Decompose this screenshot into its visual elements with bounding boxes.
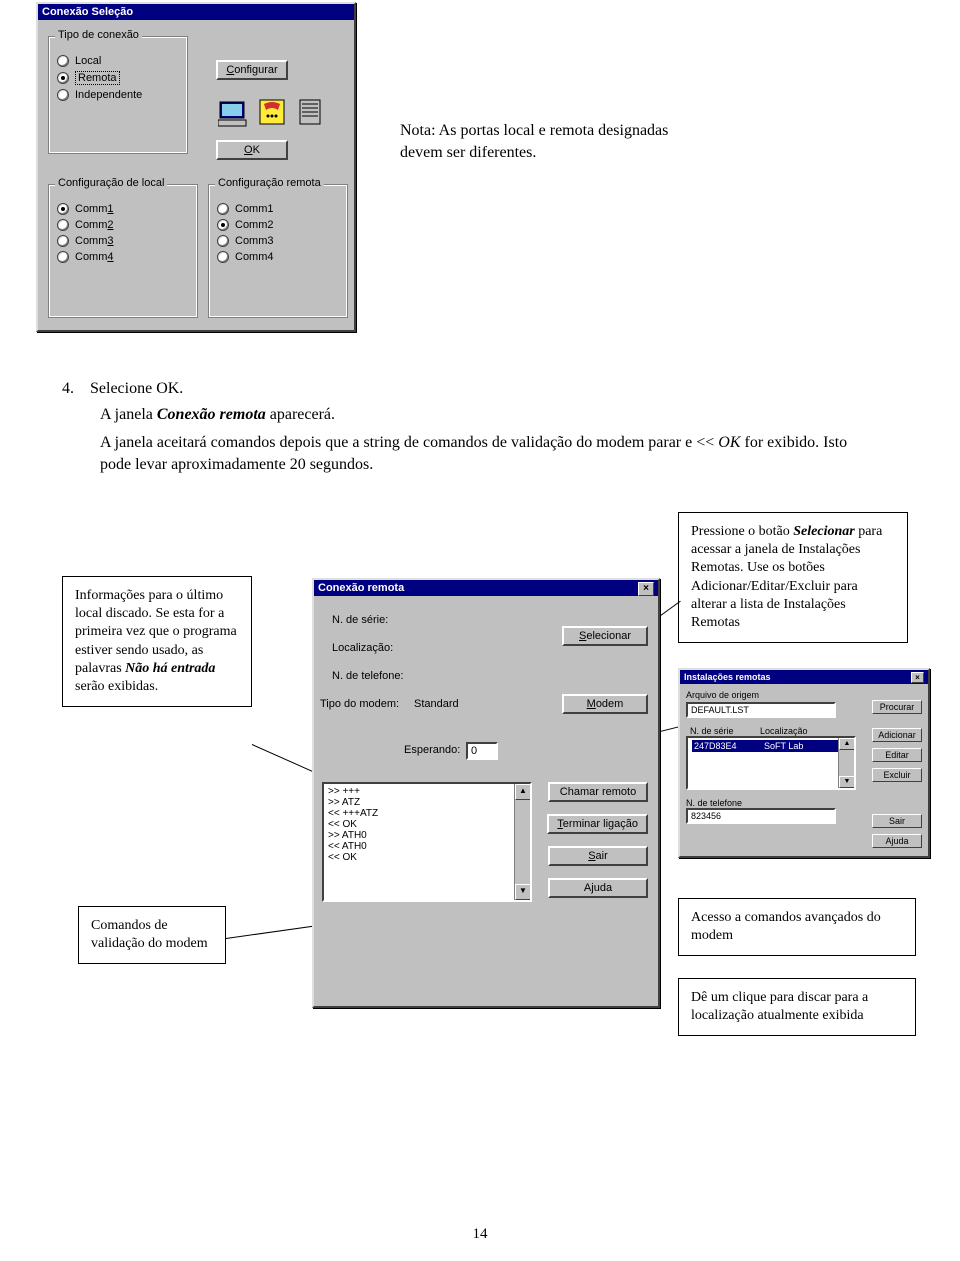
scroll-down-icon[interactable]: ▼ bbox=[515, 884, 531, 900]
procurar-button[interactable]: Procurar bbox=[872, 700, 922, 714]
radio-remota-comm4[interactable]: Comm4 bbox=[217, 251, 339, 263]
list-row-local: SoFT Lab bbox=[764, 741, 803, 751]
radio-remota-comm3[interactable]: Comm3 bbox=[217, 235, 339, 247]
group-tipo-conexao: Tipo de conexão Local Remota Independent… bbox=[48, 36, 188, 154]
excluir-button[interactable]: Excluir bbox=[872, 768, 922, 782]
list-row-serie: 247D83E4 bbox=[694, 741, 764, 751]
col-localizacao: Localização bbox=[756, 726, 836, 736]
modem-button[interactable]: Modem bbox=[562, 694, 648, 714]
callout-selecionar: Pressione o botão Selecionar para acessa… bbox=[678, 512, 908, 643]
sair-button[interactable]: Sair bbox=[548, 846, 648, 866]
dialog2-title: Conexão remota × bbox=[314, 580, 658, 596]
group-config-local: Configuração de local Comm1Comm2Comm3Com… bbox=[48, 184, 198, 318]
log-line: << OK bbox=[328, 819, 526, 830]
ok-button[interactable]: OK bbox=[216, 140, 288, 160]
configurar-button[interactable]: Configurar bbox=[216, 60, 288, 80]
radio-remota[interactable]: Remota bbox=[57, 71, 179, 85]
modem-log[interactable]: >> +++>> ATZ<< +++ATZ<< OK>> ATH0<< ATH0… bbox=[322, 782, 532, 902]
esperando-field[interactable]: 0 bbox=[466, 742, 498, 760]
step-4-p2: A janela Conexão remota aparecerá. bbox=[100, 404, 880, 426]
selecionar-button[interactable]: Selecionar bbox=[562, 626, 648, 646]
callout-acesso-comandos: Acesso a comandos avançados do modem bbox=[678, 898, 916, 956]
log-line: << +++ATZ bbox=[328, 808, 526, 819]
connection-select-dialog: Conexão Seleção Tipo de conexão Local Re… bbox=[36, 2, 356, 332]
lbl-tipomodem: Tipo do modem: bbox=[320, 698, 399, 710]
connection-icons bbox=[218, 96, 326, 128]
dialog1-title: Conexão Seleção bbox=[38, 4, 354, 20]
close-icon[interactable]: × bbox=[638, 582, 654, 596]
page-number: 14 bbox=[0, 1226, 960, 1243]
val-tipomodem: Standard bbox=[414, 698, 459, 710]
lbl-nserie: N. de série: bbox=[332, 614, 388, 626]
radio-local-comm4[interactable]: Comm4 bbox=[57, 251, 189, 263]
log-line: << OK bbox=[328, 852, 526, 863]
server-icon bbox=[294, 96, 326, 128]
lbl-ntelefone: N. de telefone bbox=[686, 798, 922, 808]
arquivo-field[interactable]: DEFAULT.LST bbox=[686, 702, 836, 718]
radio-local-comm2[interactable]: Comm2 bbox=[57, 219, 189, 231]
dialog3-title: Instalações remotas × bbox=[680, 670, 928, 684]
ajuda-button-mini[interactable]: Ajuda bbox=[872, 834, 922, 848]
radio-local-comm1[interactable]: Comm1 bbox=[57, 203, 189, 215]
step-4: 4. Selecione OK. bbox=[62, 378, 882, 400]
scroll-down-icon[interactable]: ▼ bbox=[839, 776, 855, 788]
ajuda-button[interactable]: Ajuda bbox=[548, 878, 648, 898]
scrollbar[interactable]: ▲ ▼ bbox=[514, 784, 530, 900]
lbl-esperando: Esperando: bbox=[404, 744, 460, 756]
scrollbar[interactable]: ▲ ▼ bbox=[838, 738, 854, 788]
step-4-p3: A janela aceitará comandos depois que a … bbox=[100, 432, 880, 475]
nota-text: Nota: As portas local e remota designada… bbox=[400, 120, 830, 163]
group-tipo-label: Tipo de conexão bbox=[55, 29, 142, 41]
scroll-up-icon[interactable]: ▲ bbox=[839, 738, 855, 750]
radio-independente[interactable]: Independente bbox=[57, 89, 179, 101]
callout-discar: Dê um clique para discar para a localiza… bbox=[678, 978, 916, 1036]
computer-icon bbox=[218, 96, 250, 128]
lbl-tel: N. de telefone: bbox=[332, 670, 404, 682]
group-local-label: Configuração de local bbox=[55, 177, 167, 189]
callout-comandos-validacao: Comandos de validação do modem bbox=[78, 906, 226, 964]
radio-local[interactable]: Local bbox=[57, 55, 179, 67]
callout-info-ultimo-local: Informações para o último local discado.… bbox=[62, 576, 252, 707]
remote-installs-dialog: Instalações remotas × Arquivo de origem … bbox=[678, 668, 930, 858]
radio-remota-comm1[interactable]: Comm1 bbox=[217, 203, 339, 215]
log-line: << ATH0 bbox=[328, 841, 526, 852]
log-line: >> +++ bbox=[328, 786, 526, 797]
telefone-field[interactable]: 823456 bbox=[686, 808, 836, 824]
installs-list[interactable]: 247D83E4 SoFT Lab ▲ ▼ bbox=[686, 736, 856, 790]
remote-connection-dialog: Conexão remota × N. de série: Localizaçã… bbox=[312, 578, 660, 1008]
scroll-up-icon[interactable]: ▲ bbox=[515, 784, 531, 800]
lbl-local: Localização: bbox=[332, 642, 393, 654]
radio-remota-comm2[interactable]: Comm2 bbox=[217, 219, 339, 231]
phone-icon bbox=[256, 96, 288, 128]
chamar-remoto-button[interactable]: Chamar remoto bbox=[548, 782, 648, 802]
adicionar-button[interactable]: Adicionar bbox=[872, 728, 922, 742]
terminar-ligacao-button[interactable]: Terminar ligação bbox=[547, 814, 648, 834]
group-config-remota: Configuração remota Comm1Comm2Comm3Comm4 bbox=[208, 184, 348, 318]
lbl-arquivo-origem: Arquivo de origem bbox=[686, 690, 922, 700]
editar-button[interactable]: Editar bbox=[872, 748, 922, 762]
close-icon[interactable]: × bbox=[911, 672, 924, 683]
col-nserie: N. de série bbox=[686, 726, 756, 736]
group-remota-label: Configuração remota bbox=[215, 177, 324, 189]
log-line: >> ATH0 bbox=[328, 830, 526, 841]
log-line: >> ATZ bbox=[328, 797, 526, 808]
sair-button-mini[interactable]: Sair bbox=[872, 814, 922, 828]
radio-local-comm3[interactable]: Comm3 bbox=[57, 235, 189, 247]
